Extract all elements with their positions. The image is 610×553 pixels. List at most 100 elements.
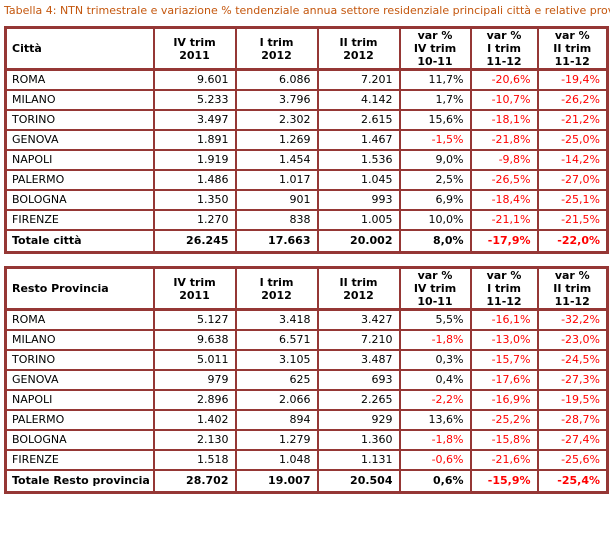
value-cell: -25,2% [469, 408, 539, 431]
column-header: var % IV trim 10-11 [398, 266, 472, 311]
value-cell: 9,0% [398, 148, 472, 171]
total-value-cell: 26.245 [152, 228, 237, 254]
table-row: BOLOGNA 1.350 901 993 6,9% -18,4% -25,1% [4, 188, 609, 211]
value-cell: 1.402 [152, 408, 237, 431]
value-cell: 1.360 [316, 428, 401, 451]
value-cell: -21,2% [536, 108, 609, 131]
value-cell: -26,5% [469, 168, 539, 191]
column-header: IV trim 2011 [152, 266, 237, 311]
value-cell: -24,5% [536, 348, 609, 371]
value-cell: 1.536 [316, 148, 401, 171]
value-cell: 929 [316, 408, 401, 431]
value-cell: 3.418 [234, 308, 319, 331]
city-label: PALERMO [4, 408, 155, 431]
value-cell: 1,7% [398, 88, 472, 111]
table-header-row: Città IV trim 2011 I trim 2012 II trim 2… [4, 26, 609, 71]
value-cell: 15,6% [398, 108, 472, 131]
total-value-cell: 20.002 [316, 228, 401, 254]
value-cell: -1,8% [398, 428, 472, 451]
value-cell: -25,0% [536, 128, 609, 151]
value-cell: 993 [316, 188, 401, 211]
value-cell: -21,6% [469, 448, 539, 471]
value-cell: 1.350 [152, 188, 237, 211]
city-label: NAPOLI [4, 148, 155, 171]
value-cell: 9.638 [152, 328, 237, 351]
value-cell: 2,5% [398, 168, 472, 191]
value-cell: 1.919 [152, 148, 237, 171]
city-label: GENOVA [4, 128, 155, 151]
column-header: var % II trim 11-12 [536, 266, 609, 311]
value-cell: 5.127 [152, 308, 237, 331]
value-cell: -17,6% [469, 368, 539, 391]
total-value-cell: 8,0% [398, 228, 472, 254]
table-row: FIRENZE 1.270 838 1.005 10,0% -21,1% -21… [4, 208, 609, 231]
value-cell: -25,6% [536, 448, 609, 471]
column-header: var % II trim 11-12 [536, 26, 609, 71]
total-value-cell: -17,9% [469, 228, 539, 254]
value-cell: 5,5% [398, 308, 472, 331]
column-header: I trim 2012 [234, 26, 319, 71]
city-label: BOLOGNA [4, 188, 155, 211]
value-cell: 2.265 [316, 388, 401, 411]
table-row: TORINO 5.011 3.105 3.487 0,3% -15,7% -24… [4, 348, 609, 371]
value-cell: -0,6% [398, 448, 472, 471]
table-row: GENOVA 1.891 1.269 1.467 -1,5% -21,8% -2… [4, 128, 609, 151]
value-cell: -26,2% [536, 88, 609, 111]
value-cell: -2,2% [398, 388, 472, 411]
column-header-citta: Città [4, 26, 155, 71]
value-cell: 1.891 [152, 128, 237, 151]
value-cell: 0,4% [398, 368, 472, 391]
value-cell: -20,6% [469, 68, 539, 91]
value-cell: 11,7% [398, 68, 472, 91]
value-cell: 901 [234, 188, 319, 211]
value-cell: -1,5% [398, 128, 472, 151]
value-cell: 7.210 [316, 328, 401, 351]
value-cell: -14,2% [536, 148, 609, 171]
value-cell: 13,6% [398, 408, 472, 431]
table-row: NAPOLI 2.896 2.066 2.265 -2,2% -16,9% -1… [4, 388, 609, 411]
value-cell: -18,1% [469, 108, 539, 131]
table-row: NAPOLI 1.919 1.454 1.536 9,0% -9,8% -14,… [4, 148, 609, 171]
total-value-cell: 20.504 [316, 468, 401, 494]
total-label: Totale città [4, 228, 155, 254]
value-cell: -15,8% [469, 428, 539, 451]
city-label: TORINO [4, 348, 155, 371]
value-cell: 6.086 [234, 68, 319, 91]
column-header: var % I trim 11-12 [469, 266, 539, 311]
value-cell: 5.233 [152, 88, 237, 111]
value-cell: 3.105 [234, 348, 319, 371]
value-cell: -27,4% [536, 428, 609, 451]
table-header-row: Resto Provincia IV trim 2011 I trim 2012… [4, 266, 609, 311]
city-label: NAPOLI [4, 388, 155, 411]
column-header-resto-provincia: Resto Provincia [4, 266, 155, 311]
table-row: PALERMO 1.402 894 929 13,6% -25,2% -28,7… [4, 408, 609, 431]
value-cell: 3.796 [234, 88, 319, 111]
value-cell: 979 [152, 368, 237, 391]
city-label: FIRENZE [4, 448, 155, 471]
city-label: MILANO [4, 88, 155, 111]
value-cell: -25,1% [536, 188, 609, 211]
value-cell: 1.017 [234, 168, 319, 191]
total-value-cell: 19.007 [234, 468, 319, 494]
value-cell: 1.269 [234, 128, 319, 151]
value-cell: 2.615 [316, 108, 401, 131]
column-header: I trim 2012 [234, 266, 319, 311]
value-cell: -21,8% [469, 128, 539, 151]
value-cell: 2.896 [152, 388, 237, 411]
value-cell: 0,3% [398, 348, 472, 371]
value-cell: 2.066 [234, 388, 319, 411]
value-cell: 1.518 [152, 448, 237, 471]
value-cell: 10,0% [398, 208, 472, 231]
table-row: BOLOGNA 2.130 1.279 1.360 -1,8% -15,8% -… [4, 428, 609, 451]
value-cell: -21,1% [469, 208, 539, 231]
column-header: IV trim 2011 [152, 26, 237, 71]
value-cell: -27,0% [536, 168, 609, 191]
value-cell: -1,8% [398, 328, 472, 351]
value-cell: 5.011 [152, 348, 237, 371]
city-label: BOLOGNA [4, 428, 155, 451]
value-cell: -19,5% [536, 388, 609, 411]
value-cell: 1.048 [234, 448, 319, 471]
value-cell: 1.467 [316, 128, 401, 151]
table-row: ROMA 5.127 3.418 3.427 5,5% -16,1% -32,2… [4, 308, 609, 331]
